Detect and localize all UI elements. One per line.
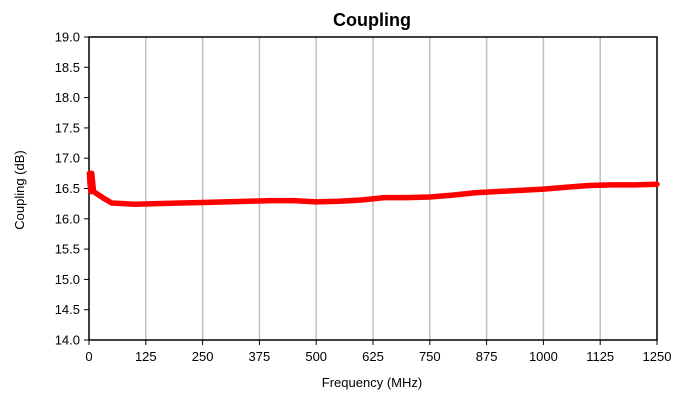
x-tick-label: 1125: [586, 349, 614, 364]
axis-ticks: 0 125 250 375 500 625 750 875 1000 1125 1250 14.0 14…: [55, 30, 672, 365]
y-tick-label: 19.0: [55, 30, 80, 45]
x-tick-label: 125: [135, 349, 157, 364]
y-tick-label: 16.0: [55, 211, 80, 226]
x-tick-label: 750: [419, 349, 441, 364]
series-line-1: [86, 170, 660, 208]
x-tick-label: 500: [305, 349, 327, 364]
y-tick-label: 17.0: [55, 151, 80, 166]
chart-title: Coupling: [333, 10, 411, 30]
y-tick-label: 15.5: [55, 242, 80, 257]
y-tick-label: 18.5: [55, 60, 80, 75]
x-tick-label: 875: [476, 349, 498, 364]
y-axis-label: Coupling (dB): [12, 150, 27, 230]
y-tick-label: 14.0: [55, 333, 80, 348]
y-tick-label: 17.5: [55, 120, 80, 135]
y-tick-label: 18.0: [55, 90, 80, 105]
y-tick-label: 16.5: [55, 181, 80, 196]
x-tick-label: 1250: [643, 349, 672, 364]
x-tick-label: 250: [192, 349, 214, 364]
y-tick-label: 15.0: [55, 272, 80, 287]
x-axis-label: Frequency (MHz): [322, 375, 422, 390]
x-tick-label: 0: [85, 349, 92, 364]
x-tick-label: 375: [249, 349, 271, 364]
x-tick-label: 625: [362, 349, 384, 364]
series-layer: [86, 170, 660, 208]
y-tick-label: 14.5: [55, 302, 80, 317]
x-tick-label: 1000: [529, 349, 558, 364]
grid-lines: [145, 37, 601, 340]
